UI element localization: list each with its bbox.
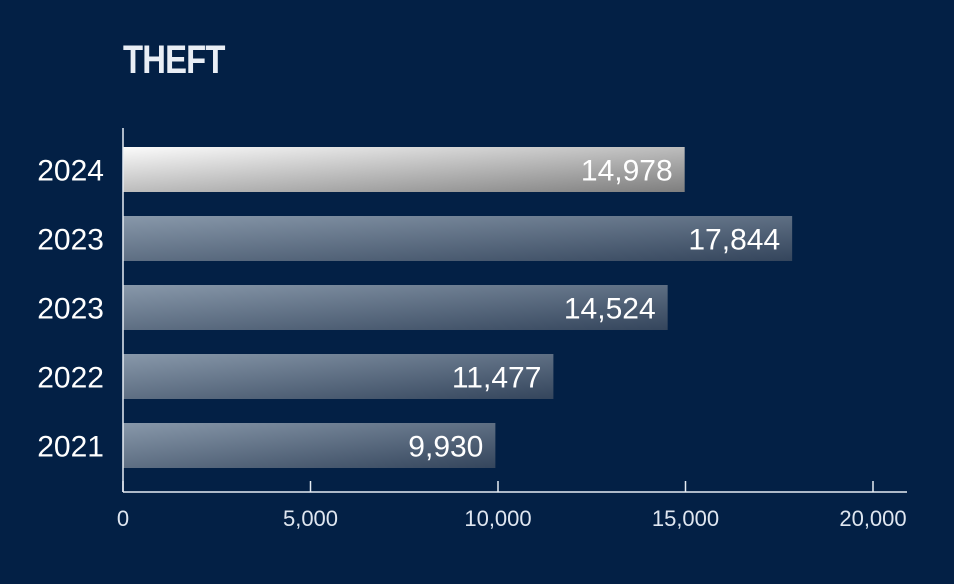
x-tick-label-1: 5,000 bbox=[283, 506, 338, 531]
chart-title: THEFT bbox=[123, 38, 225, 82]
category-label-0: 2024 bbox=[37, 155, 104, 188]
category-label-1: 2023 bbox=[37, 224, 104, 257]
value-label-4: 9,930 bbox=[408, 431, 483, 464]
category-label-4: 2021 bbox=[37, 431, 104, 464]
x-tick-label-0: 0 bbox=[117, 506, 129, 531]
x-tick-label-2: 10,000 bbox=[464, 506, 531, 531]
value-label-0: 14,978 bbox=[581, 155, 673, 188]
x-tick-label-4: 20,000 bbox=[839, 506, 906, 531]
value-label-1: 17,844 bbox=[688, 224, 780, 257]
bar-4 bbox=[123, 423, 496, 468]
category-label-2: 2023 bbox=[37, 293, 104, 326]
bar-0 bbox=[123, 147, 685, 192]
value-label-3: 11,477 bbox=[452, 362, 542, 395]
bar-3 bbox=[123, 354, 554, 399]
category-label-3: 2022 bbox=[37, 362, 104, 395]
bar-2 bbox=[123, 285, 668, 330]
bar-1 bbox=[123, 216, 793, 261]
value-label-2: 14,524 bbox=[564, 293, 656, 326]
x-tick-label-3: 15,000 bbox=[652, 506, 719, 531]
